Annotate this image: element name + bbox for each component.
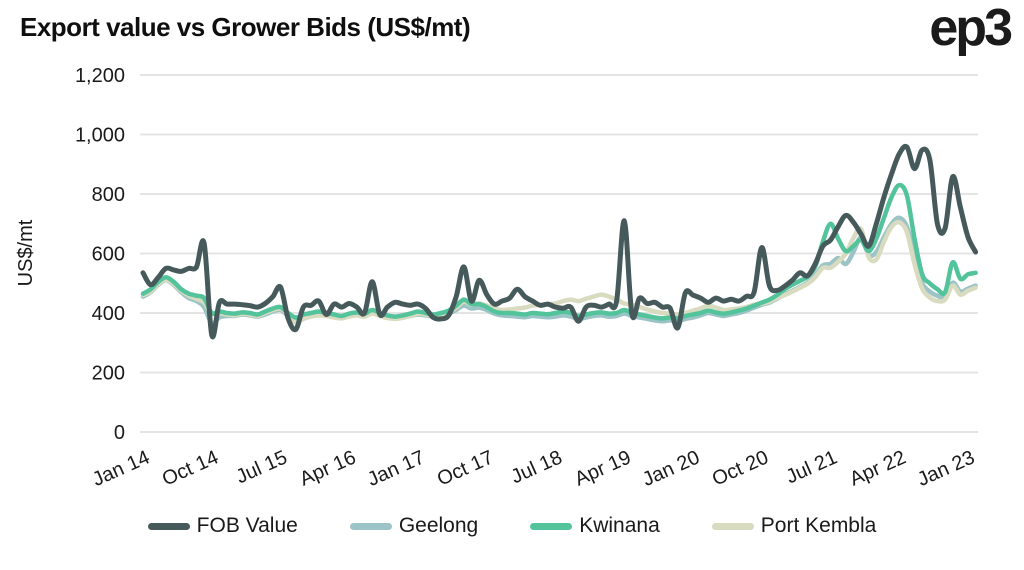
- series-line-fob-value: [140, 143, 979, 340]
- legend-item-fob-value: FOB Value: [147, 514, 298, 538]
- x-tick-label: Apr 16: [296, 446, 359, 490]
- legend-item-kwinana: Kwinana: [530, 514, 660, 538]
- legend-swatch-kwinana: [530, 522, 573, 530]
- legend-swatch-fob-value: [147, 522, 190, 530]
- x-tick-label: Jul 15: [233, 446, 291, 488]
- legend-label: Geelong: [398, 514, 479, 537]
- y-tick-label: 600: [92, 244, 125, 266]
- brand-logo: ep3: [929, 0, 1013, 57]
- y-tick-label: 400: [92, 303, 125, 325]
- chart-legend: FOB Value Geelong Kwinana Port Kembla: [0, 514, 1024, 538]
- y-tick-label: 800: [92, 184, 125, 206]
- chart-area: 0 200 400 600 800 1,000 1,200 US$/mt Jan 14 Oct 1…: [15, 65, 979, 491]
- x-tick-label: Apr 19: [571, 446, 634, 490]
- x-tick-label: Oct 20: [709, 446, 772, 490]
- x-tick-label: Jan 20: [639, 446, 703, 491]
- x-tick-label: Apr 22: [846, 446, 909, 490]
- legend-label: Port Kembla: [760, 514, 877, 537]
- y-tick-label: 0: [114, 422, 125, 444]
- x-tick-label: Oct 14: [159, 446, 222, 490]
- legend-swatch-geelong: [349, 522, 392, 530]
- legend-label: Kwinana: [579, 514, 660, 537]
- y-tick-label: 200: [92, 363, 125, 385]
- page-title: Export value vs Grower Bids (US$/mt): [20, 12, 471, 42]
- series-line-kwinana: [140, 182, 978, 321]
- x-tick-label: Jan 17: [364, 446, 428, 491]
- y-tick-label: 1,200: [75, 65, 125, 87]
- y-axis-label: US$/mt: [15, 219, 37, 286]
- y-tick-label: 1,000: [75, 125, 125, 147]
- x-tick-label: Jan 14: [89, 446, 153, 491]
- x-tick-label: Jan 23: [914, 446, 978, 491]
- legend-label: FOB Value: [196, 514, 298, 537]
- legend-item-geelong: Geelong: [349, 514, 479, 538]
- legend-swatch-port-kembla: [711, 522, 754, 530]
- x-tick-label: Oct 17: [434, 446, 497, 490]
- x-tick-label: Jul 18: [508, 446, 566, 488]
- legend-item-port-kembla: Port Kembla: [711, 514, 877, 538]
- x-tick-label: Jul 21: [783, 446, 841, 488]
